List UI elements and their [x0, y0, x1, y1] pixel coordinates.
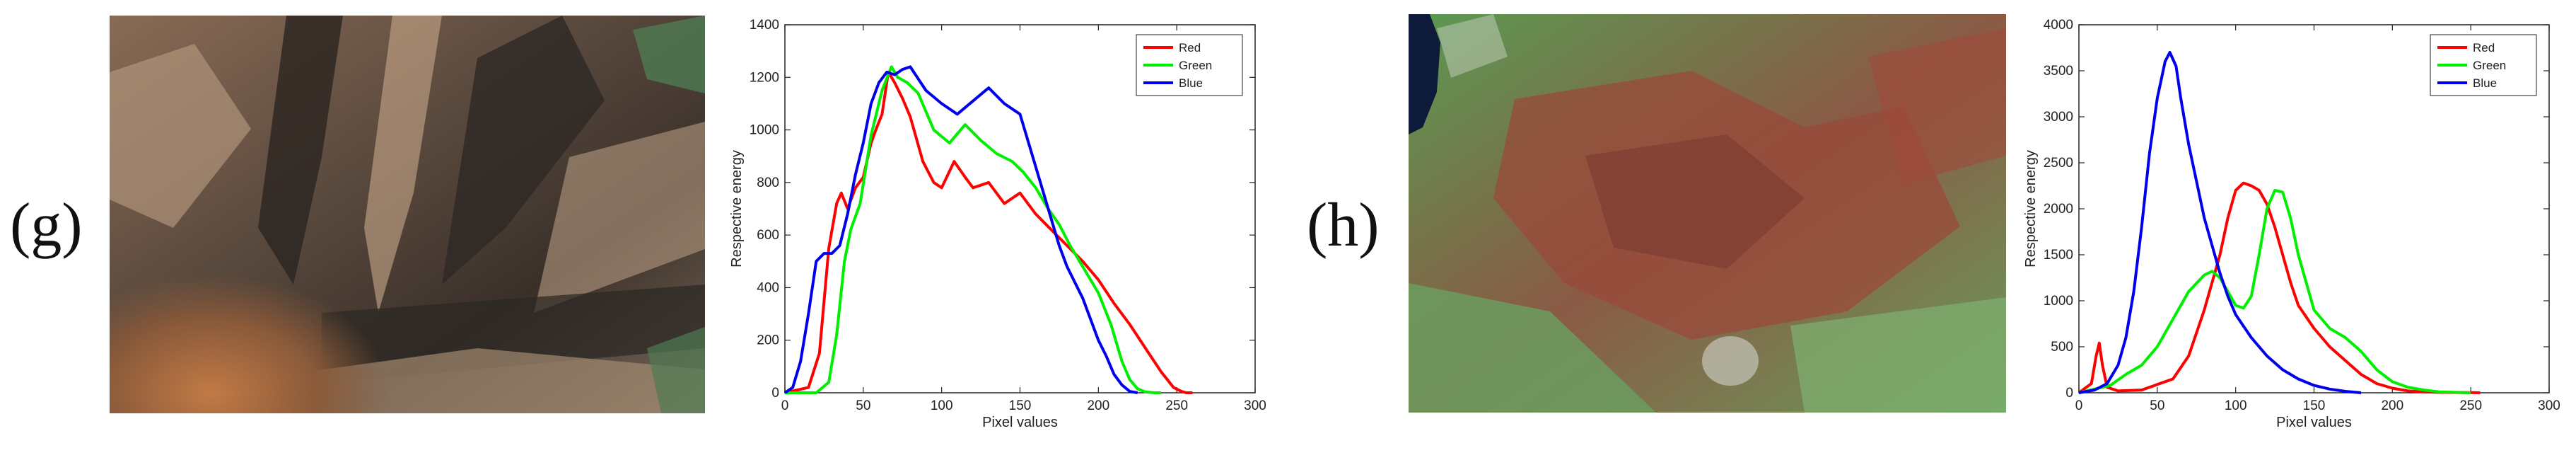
x-tick-label: 100 — [931, 398, 953, 413]
series-line-red — [2077, 181, 2481, 394]
x-tick-label: 150 — [2303, 398, 2326, 413]
y-axis-label: Respective energy — [729, 150, 745, 268]
x-axis-label: Pixel values — [2276, 415, 2352, 430]
y-tick-label: 3500 — [2044, 64, 2073, 79]
x-tick-label: 200 — [1087, 398, 1109, 413]
series-line-blue — [2078, 51, 2362, 394]
y-tick-label: 500 — [2051, 340, 2073, 355]
y-tick-label: 3000 — [2044, 110, 2073, 125]
y-tick-label: 1400 — [750, 18, 779, 33]
panel-label-g: (g) — [10, 191, 83, 260]
y-tick-label: 4000 — [2044, 18, 2073, 33]
legend-label-red: Red — [1179, 41, 1201, 54]
legend-label-red: Red — [2473, 41, 2495, 54]
satellite-image-g — [110, 16, 705, 413]
y-tick-label: 1000 — [750, 123, 779, 138]
legend-label-green: Green — [1179, 59, 1212, 72]
series-line-green — [785, 65, 1161, 394]
y-tick-label: 600 — [757, 228, 779, 243]
x-tick-label: 250 — [2459, 398, 2482, 413]
satellite-image-h — [1409, 14, 2006, 413]
y-tick-label: 400 — [757, 280, 779, 295]
x-tick-label: 300 — [2538, 398, 2560, 413]
x-tick-label: 50 — [2150, 398, 2164, 413]
x-tick-label: 150 — [1009, 398, 1032, 413]
x-tick-label: 50 — [856, 398, 870, 413]
x-tick-label: 0 — [2075, 398, 2083, 413]
series-line-blue — [783, 65, 1138, 394]
y-tick-label: 0 — [2065, 386, 2073, 401]
series-line-green — [2078, 189, 2471, 394]
panel-label-h: (h) — [1307, 191, 1380, 260]
y-tick-label: 800 — [757, 176, 779, 190]
y-tick-label: 1500 — [2044, 248, 2073, 263]
y-tick-label: 0 — [771, 386, 779, 401]
y-tick-label: 1200 — [750, 70, 779, 85]
y-tick-label: 1000 — [2044, 294, 2073, 309]
histogram-chart-g: 0 50 100 150 200 250 300 0 200 400 600 800 1000 1200 1… — [729, 18, 1266, 430]
legend-label-blue: Blue — [2473, 76, 2497, 90]
y-tick-label: 2500 — [2044, 156, 2073, 171]
x-tick-label: 300 — [1244, 398, 1266, 413]
y-tick-label: 200 — [757, 333, 779, 348]
x-tick-label: 0 — [781, 398, 789, 413]
legend-label-green: Green — [2473, 59, 2506, 72]
x-tick-label: 100 — [2225, 398, 2247, 413]
x-axis-label: Pixel values — [982, 415, 1058, 430]
y-axis-label: Respective energy — [2023, 150, 2039, 268]
y-tick-label: 2000 — [2044, 202, 2073, 217]
histogram-chart-h: 0 50 100 150 200 250 3000500100015002000250030… — [2023, 18, 2560, 430]
x-tick-label: 200 — [2381, 398, 2403, 413]
legend-label-blue: Blue — [1179, 76, 1203, 90]
x-tick-label: 250 — [1165, 398, 1188, 413]
